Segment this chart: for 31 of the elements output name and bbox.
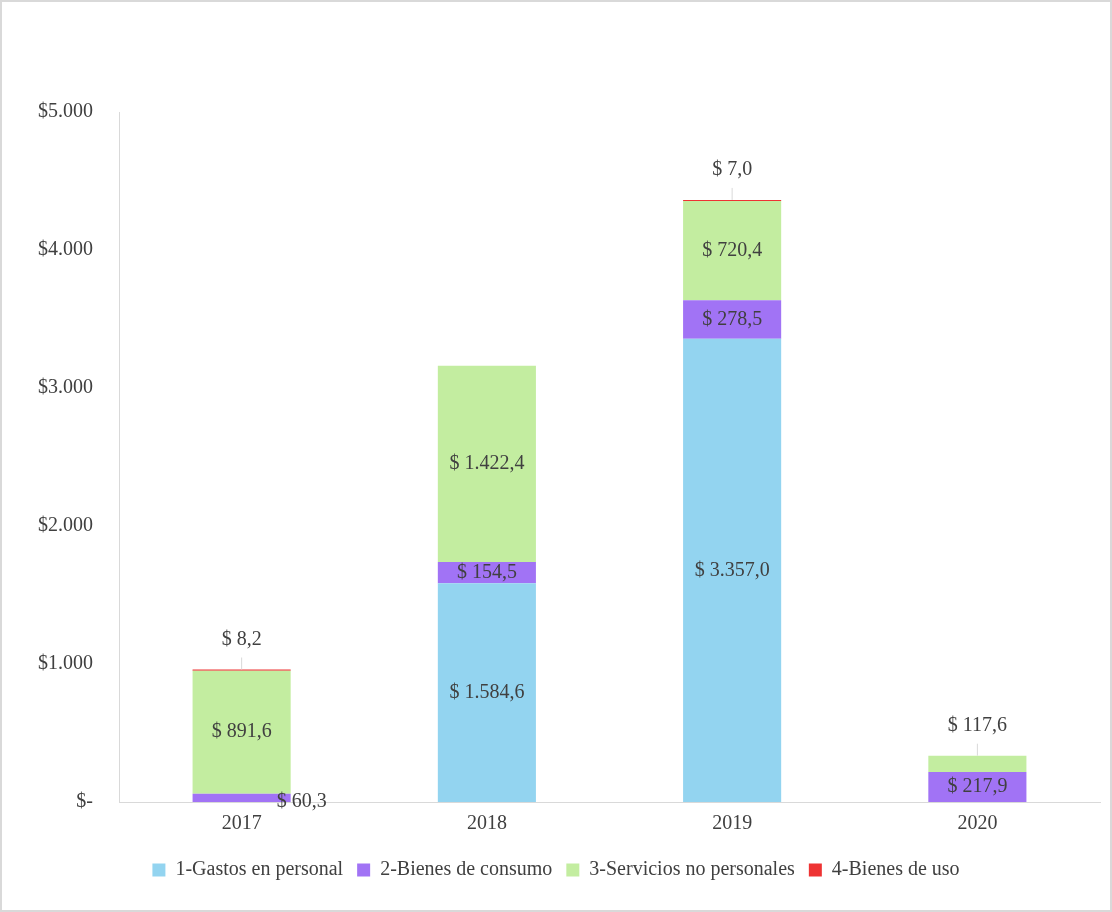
x-tick-label: 2020	[957, 811, 998, 834]
data-label: $ 720,4	[702, 237, 763, 260]
x-tick-label: 2017	[221, 811, 262, 834]
y-tick-label: $4.000	[38, 237, 93, 260]
data-label: $ 891,6	[211, 719, 272, 742]
data-label: $ 217,9	[947, 774, 1008, 797]
bar	[683, 200, 782, 301]
y-tick-label: $-	[76, 789, 93, 812]
data-label: $ 154,5	[456, 559, 517, 582]
data-label: $ 1.422,4	[449, 451, 525, 474]
bar	[437, 583, 536, 802]
bar	[928, 755, 1027, 772]
bar	[437, 365, 536, 562]
x-tick-label: 2018	[466, 811, 507, 834]
data-label: $ 3.357,0	[694, 557, 770, 580]
legend-label: 4-Bienes de uso	[831, 857, 960, 880]
bar	[683, 338, 782, 802]
legend-label: 2-Bienes de consumo	[380, 857, 553, 880]
y-tick-label: $1.000	[38, 651, 93, 674]
x-tick-label: 2019	[712, 811, 753, 834]
bar	[683, 300, 782, 339]
data-label: $ 117,6	[947, 712, 1008, 735]
data-label: $ 8,2	[221, 626, 262, 649]
legend-label: 1-Gastos en personal	[175, 857, 344, 881]
y-tick-label: $5.000	[38, 99, 93, 122]
data-label: $ 1.584,6	[449, 679, 525, 702]
data-label: $ 7,0	[712, 157, 753, 180]
y-tick-label: $2.000	[38, 513, 93, 536]
legend-label: 3-Servicios no personales	[589, 857, 796, 881]
y-tick-label: $3.000	[38, 375, 93, 398]
data-label: $ 278,5	[702, 306, 763, 329]
